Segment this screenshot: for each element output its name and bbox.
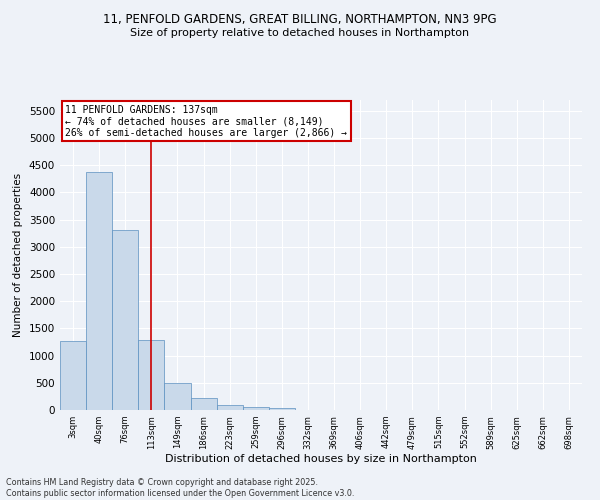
Bar [269,408,295,410]
Bar [60,341,86,410]
Text: Size of property relative to detached houses in Northampton: Size of property relative to detached ho… [130,28,470,38]
Bar [242,408,269,410]
Text: Contains HM Land Registry data © Crown copyright and database right 2025.
Contai: Contains HM Land Registry data © Crown c… [6,478,355,498]
Bar [139,340,164,410]
Y-axis label: Number of detached properties: Number of detached properties [13,173,23,337]
Text: 11, PENFOLD GARDENS, GREAT BILLING, NORTHAMPTON, NN3 9PG: 11, PENFOLD GARDENS, GREAT BILLING, NORT… [103,12,497,26]
Bar [164,383,191,410]
Bar [191,398,217,410]
Bar [217,405,243,410]
Bar [112,230,139,410]
Bar [86,172,112,410]
Text: 11 PENFOLD GARDENS: 137sqm
← 74% of detached houses are smaller (8,149)
26% of s: 11 PENFOLD GARDENS: 137sqm ← 74% of deta… [65,104,347,138]
X-axis label: Distribution of detached houses by size in Northampton: Distribution of detached houses by size … [165,454,477,464]
